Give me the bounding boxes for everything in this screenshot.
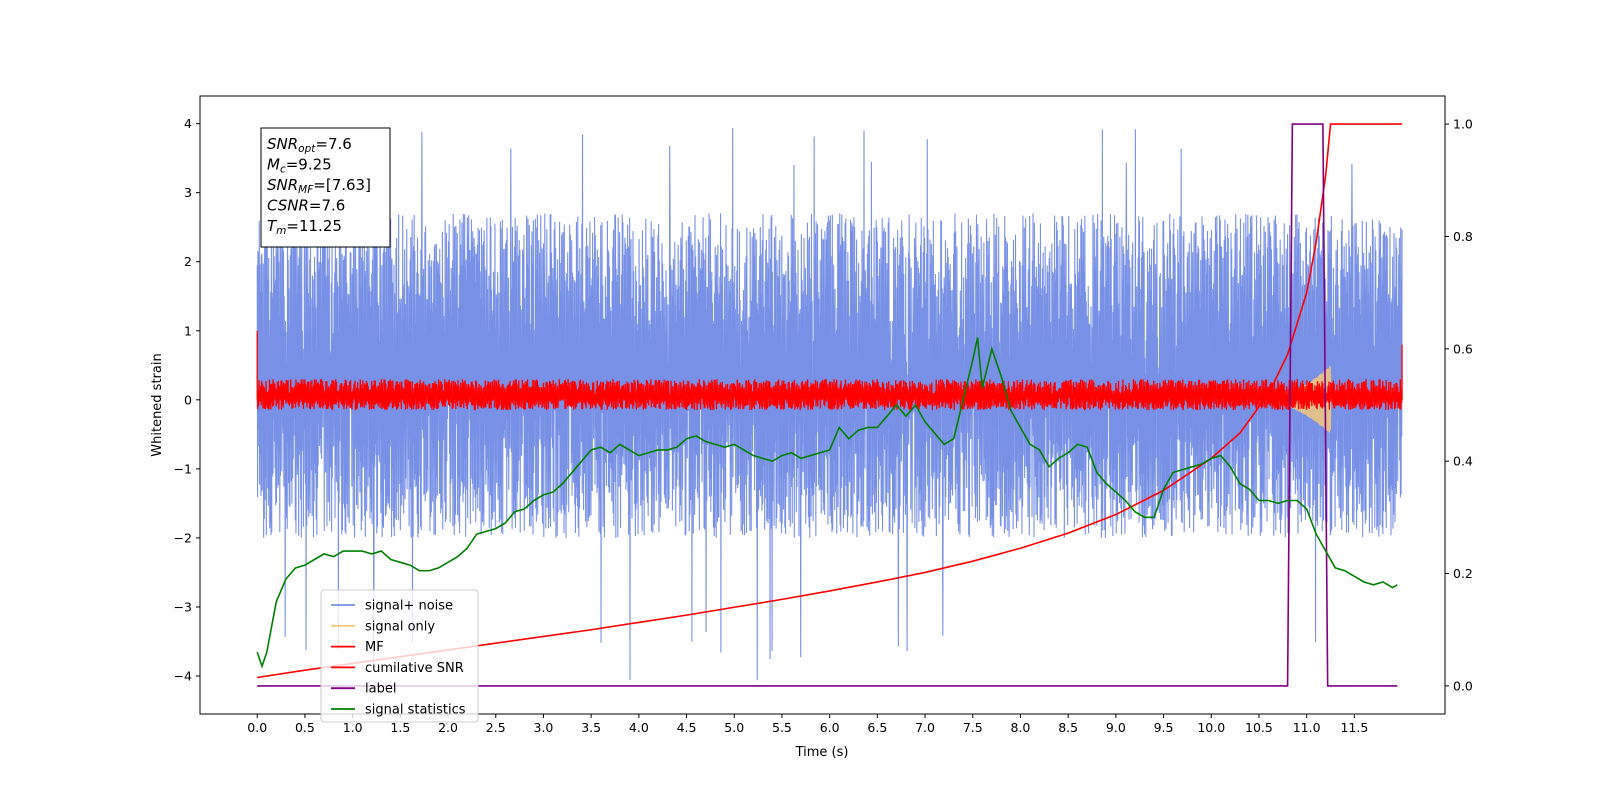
x-tick-label: 4.5 bbox=[677, 720, 697, 735]
y-axis-left: −4 −3 −2 −1 0 1 2 3 4 bbox=[174, 116, 200, 684]
x-tick-label: 1.0 bbox=[343, 720, 363, 735]
annotation-line: Mc=9.25 bbox=[267, 156, 332, 176]
series-cumilative-snr bbox=[257, 123, 1403, 679]
y2-tick-label: 0.6 bbox=[1453, 341, 1473, 356]
x-tick-label: 1.5 bbox=[390, 720, 410, 735]
x-tick-label: 11.5 bbox=[1340, 720, 1368, 735]
y2-tick-label: 0.4 bbox=[1453, 454, 1473, 469]
y-tick-label: 2 bbox=[184, 254, 192, 269]
y-tick-label: −1 bbox=[174, 461, 192, 476]
x-axis-title: Time (s) bbox=[795, 745, 849, 760]
x-tick-label: 2.0 bbox=[438, 720, 458, 735]
legend-label-cumilative-snr: cumilative SNR bbox=[365, 661, 464, 676]
annotation-line: CSNR=7.6 bbox=[267, 197, 345, 215]
y-axis-title: Whitened strain bbox=[150, 353, 165, 456]
x-tick-label: 2.5 bbox=[486, 720, 506, 735]
y-tick-label: 0 bbox=[184, 392, 192, 407]
x-tick-label: 7.0 bbox=[915, 720, 935, 735]
y-tick-label: 3 bbox=[184, 185, 192, 200]
x-axis: 0.0 0.5 1.0 1.5 2.0 2.5 3.0 3.5 4.0 4.5 5.0 5.5 6.0 6… bbox=[247, 714, 1368, 735]
x-tick-label: 5.0 bbox=[724, 720, 744, 735]
legend-label-mf: MF bbox=[365, 640, 384, 655]
x-tick-label: 7.5 bbox=[963, 720, 983, 735]
series-mf bbox=[256, 330, 1403, 411]
x-tick-label: 8.5 bbox=[1058, 720, 1078, 735]
y2-tick-label: 1.0 bbox=[1453, 117, 1473, 132]
x-tick-label: 9.5 bbox=[1154, 720, 1174, 735]
x-tick-label: 10.0 bbox=[1197, 720, 1225, 735]
annotation-line: SNRopt=7.6 bbox=[267, 135, 352, 155]
y2-tick-label: 0.0 bbox=[1453, 678, 1473, 693]
x-tick-label: 4.0 bbox=[629, 720, 649, 735]
y-tick-label: −4 bbox=[174, 669, 192, 684]
x-tick-label: 3.0 bbox=[534, 720, 554, 735]
series-label bbox=[257, 123, 1398, 687]
y-tick-label: 4 bbox=[184, 116, 192, 131]
x-tick-label: 10.5 bbox=[1245, 720, 1273, 735]
legend: signal+ noise signal only MF cumilative SNR… bbox=[320, 589, 479, 723]
legend-label-label: label bbox=[365, 682, 396, 697]
y2-tick-label: 0.2 bbox=[1453, 566, 1473, 581]
annotation-line: Tm=11.25 bbox=[267, 217, 342, 237]
legend-label-signal-noise: signal+ noise bbox=[365, 599, 453, 614]
y-axis-right: 0.0 0.2 0.4 0.6 0.8 1.0 bbox=[1445, 117, 1473, 693]
annotation-frame bbox=[260, 127, 391, 248]
x-tick-label: 8.0 bbox=[1011, 720, 1031, 735]
legend-label-signal-statistics: signal statistics bbox=[365, 703, 466, 718]
series-signal-statistics bbox=[256, 337, 1398, 669]
x-tick-label: 3.5 bbox=[581, 720, 601, 735]
y2-tick-label: 0.8 bbox=[1453, 229, 1473, 244]
x-tick-label: 0.5 bbox=[295, 720, 315, 735]
x-tick-label: 6.0 bbox=[820, 720, 840, 735]
legend-frame bbox=[320, 589, 479, 723]
legend-label-signal-only: signal only bbox=[365, 619, 435, 634]
y-tick-label: −2 bbox=[174, 530, 192, 545]
axes-frame bbox=[199, 95, 1446, 715]
y-tick-label: −3 bbox=[174, 599, 192, 614]
x-tick-label: 0.0 bbox=[247, 720, 267, 735]
x-tick-label: 5.5 bbox=[772, 720, 792, 735]
x-tick-label: 9.0 bbox=[1106, 720, 1126, 735]
x-tick-label: 6.5 bbox=[867, 720, 887, 735]
annotation-line: SNRMF=[7.63] bbox=[267, 176, 371, 196]
y-tick-label: 1 bbox=[184, 323, 192, 338]
x-tick-label: 11.0 bbox=[1293, 720, 1321, 735]
series-layer bbox=[256, 123, 1403, 687]
